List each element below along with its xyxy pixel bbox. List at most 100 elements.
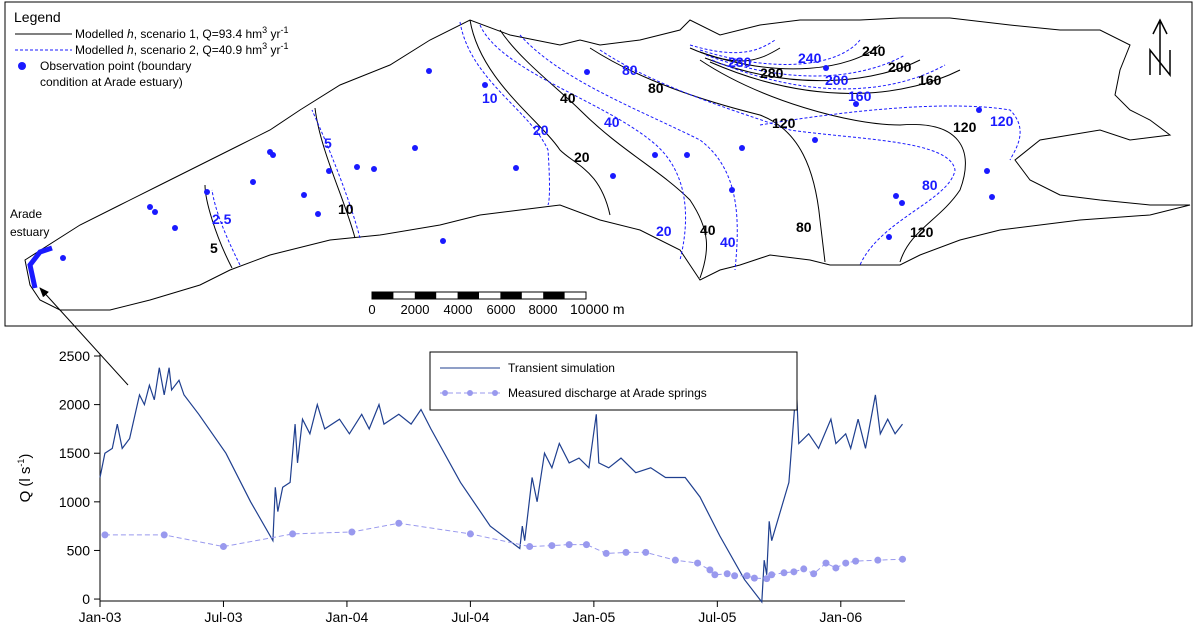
contour-label: 80 (622, 62, 638, 78)
text: -1 (280, 41, 288, 51)
data-point (763, 575, 771, 583)
contour-label: 40 (560, 90, 576, 106)
text: -1 (280, 25, 288, 35)
y-tick-label: 1000 (59, 494, 90, 510)
scale-label: 6000 (487, 302, 516, 317)
legend-label: Measured discharge at Arade springs (508, 386, 707, 400)
legend-marker (492, 390, 498, 396)
contour-label: 80 (648, 80, 664, 96)
data-point (101, 531, 109, 539)
contour-labels-black: 280 240 200 160 80 40 20 120 120 40 80 1… (210, 43, 977, 256)
contour-label: 240 (798, 50, 822, 66)
contours-scenario-1 (204, 19, 966, 279)
data-point (642, 548, 650, 556)
data-point (548, 542, 556, 550)
contour-label: 120 (990, 113, 1014, 129)
aquifer-outline (24, 17, 1191, 311)
data-point (790, 568, 798, 576)
data-point (743, 572, 751, 580)
contour-labels-blue: 280 240 200 160 80 10 20 40 120 80 20 40… (212, 50, 1014, 250)
link-arrow (39, 287, 129, 386)
data-point (706, 566, 714, 574)
data-point (219, 543, 227, 551)
estuary-label: estuary (10, 225, 49, 239)
legend-box (429, 351, 798, 411)
contour-label: 5 (324, 135, 332, 151)
scale-label: 2000 (401, 302, 430, 317)
text: Modelled (75, 27, 127, 41)
legend-marker (442, 390, 448, 396)
data-point (899, 555, 907, 563)
scale-label: 0 (368, 302, 375, 317)
contour-label: 40 (720, 234, 736, 250)
contour-label: 10 (482, 90, 498, 106)
legend-entry: Modelled h, scenario 2, Q=40.9 hm3 yr-1 (75, 41, 289, 57)
data-point (780, 569, 788, 577)
legend-marker (467, 390, 473, 396)
y-tick-label: 0 (82, 591, 90, 607)
contour-label: 2.5 (212, 211, 232, 227)
data-point (602, 549, 610, 557)
data-point (289, 530, 297, 538)
estuary-label: Arade (10, 207, 42, 221)
contour-label: 280 (728, 54, 752, 70)
legend-label: Transient simulation (508, 361, 615, 375)
scale-label: 10000 m (570, 301, 624, 317)
data-point (711, 571, 719, 579)
text: h (127, 27, 134, 41)
scale-label: 8000 (529, 302, 558, 317)
scale-label: 4000 (444, 302, 473, 317)
y-tick-label: 500 (67, 542, 91, 558)
contour-label: 200 (825, 72, 849, 88)
y-tick-label: 1500 (59, 445, 90, 461)
contour-label: 160 (918, 72, 942, 88)
data-point (526, 543, 534, 551)
contour-label: 20 (574, 149, 590, 165)
legend-entry: condition at Arade estuary) (40, 75, 183, 89)
data-point (723, 570, 731, 578)
y-tick-label: 2500 (59, 348, 90, 364)
text: , scenario 2, Q=40.9 hm (134, 43, 262, 57)
observation-points (60, 65, 995, 261)
data-point (694, 559, 702, 567)
contour-label: 160 (848, 88, 872, 104)
data-point (731, 572, 739, 580)
text: ) (17, 454, 34, 459)
data-point (768, 571, 776, 579)
contour-label: 10 (338, 201, 354, 217)
text: yr (267, 27, 280, 41)
contour-label: 5 (210, 240, 218, 256)
text: , scenario 1, Q=93.4 hm (134, 27, 262, 41)
y-axis-label: Q (l s-1) (16, 454, 34, 503)
data-point (395, 519, 403, 527)
data-point (466, 530, 474, 538)
y-tick-label: 2000 (59, 397, 90, 413)
data-point (852, 557, 860, 565)
contour-label: 20 (656, 223, 672, 239)
data-point (622, 548, 630, 556)
text: -1 (16, 459, 26, 467)
x-tick-label: Jan-03 (79, 609, 122, 625)
contour-label: 120 (953, 119, 977, 135)
text: Modelled (75, 43, 127, 57)
data-point (832, 564, 840, 572)
legend-entry: Modelled h, scenario 1, Q=93.4 hm3 yr-1 (75, 25, 289, 41)
legend-title: Legend (14, 9, 61, 25)
contour-label: 200 (888, 59, 912, 75)
scale-bar: 0 2000 4000 6000 8000 10000 m (368, 291, 624, 317)
text: Q (l s (17, 467, 34, 503)
contours-scenario-2 (211, 21, 1021, 271)
x-tick-label: Jan-05 (572, 609, 615, 625)
text: yr (267, 43, 280, 57)
data-point (810, 570, 818, 578)
contour-label: 40 (700, 222, 716, 238)
data-point (671, 556, 679, 564)
text: 3 (262, 25, 267, 35)
data-point (160, 531, 168, 539)
data-point (822, 559, 830, 567)
legend-marker (18, 62, 26, 70)
north-arrow (1149, 18, 1171, 78)
text: h (127, 43, 134, 57)
contour-label: 280 (760, 65, 784, 81)
